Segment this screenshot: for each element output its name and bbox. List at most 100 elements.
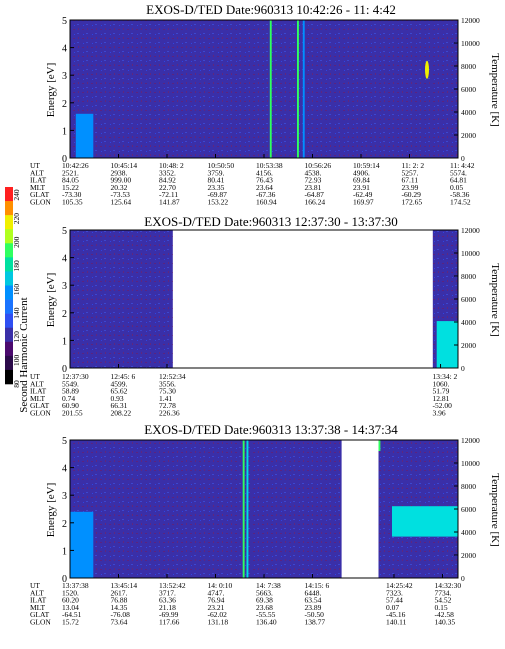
- colorbar-tick-label: 140: [12, 307, 21, 319]
- ephemeris-cell: 14: 0:10: [208, 581, 233, 590]
- ephemeris-cell: 60.20: [62, 596, 79, 605]
- y-tick-label: 5: [62, 16, 67, 27]
- y2-tick-label: 10000: [461, 459, 480, 468]
- ephemeris-cell: 76.43: [256, 176, 273, 185]
- ephemeris-row-label: ALT: [30, 588, 44, 597]
- panel-2-ephemeris-table: UTALTILATMLTGLATGLON12:37:305549.58.890.…: [30, 372, 458, 418]
- ephemeris-cell: 140.35: [435, 618, 456, 627]
- ephemeris-row-label: MLT: [30, 183, 46, 192]
- ephemeris-cell: 117.66: [159, 618, 180, 627]
- ephemeris-cell: 58.89: [62, 387, 79, 396]
- colorbar-band: [5, 285, 13, 300]
- y-tick-label: 2: [62, 309, 67, 320]
- ephemeris-cell: -45.16: [386, 610, 406, 619]
- ephemeris-cell: 0.07: [386, 603, 399, 612]
- heatmap-band: [378, 440, 381, 451]
- y2-tick-label: 4000: [461, 108, 476, 117]
- y-tick-label: 2: [62, 519, 67, 530]
- y-tick-label: 3: [62, 281, 67, 292]
- ephemeris-cell: 13:34: 2: [433, 372, 458, 381]
- ephemeris-cell: 4538.: [305, 168, 322, 177]
- ephemeris-cell: -69.87: [208, 190, 228, 199]
- ephemeris-cell: 10:45:14: [111, 161, 138, 170]
- y2-tick-label: 4000: [461, 318, 476, 327]
- ephemeris-cell: 23.21: [208, 603, 225, 612]
- ephemeris-cell: -55.55: [256, 610, 276, 619]
- colorbar-tick-label: 80: [12, 380, 21, 388]
- y-tick-label: 4: [62, 254, 67, 265]
- heatmap-band: [392, 506, 458, 537]
- colorbar-band: [5, 229, 13, 244]
- y2-tick-label: 0: [461, 364, 465, 373]
- ephemeris-cell: 54.52: [435, 596, 452, 605]
- colorbar-tick-label: 220: [12, 213, 21, 225]
- ephemeris-cell: 169.97: [353, 198, 374, 207]
- ephemeris-cell: 10:53:38: [256, 161, 283, 170]
- ephemeris-cell: 12:52:34: [159, 372, 186, 381]
- ephemeris-row-label: GLON: [30, 409, 51, 418]
- heatmap-band: [246, 440, 249, 578]
- ephemeris-cell: 2521.: [62, 168, 79, 177]
- ephemeris-cell: 201.55: [62, 409, 83, 418]
- ephemeris-cell: 3556.: [159, 379, 176, 388]
- ephemeris-cell: 5549.: [62, 379, 79, 388]
- ephemeris-cell: -69.99: [159, 610, 179, 619]
- ephemeris-cell: -76.08: [111, 610, 131, 619]
- panel-1-heatmap: [70, 20, 458, 158]
- ephemeris-cell: 13:37:38: [62, 581, 89, 590]
- ephemeris-cell: 14: 7:38: [256, 581, 281, 590]
- ephemeris-cell: 20.32: [111, 183, 128, 192]
- ephemeris-cell: 23.91: [353, 183, 370, 192]
- ephemeris-cell: 69.84: [353, 176, 370, 185]
- ephemeris-cell: 0.05: [450, 183, 463, 192]
- heatmap-band: [70, 511, 94, 578]
- ephemeris-cell: 3717.: [159, 588, 176, 597]
- ephemeris-row-label: GLAT: [30, 190, 50, 199]
- ephemeris-cell: 23.64: [256, 183, 273, 192]
- ephemeris-cell: -73.30: [62, 190, 82, 199]
- panel-2-y2label: Temperature [K]: [489, 263, 501, 336]
- colorbar-tick-label: 180: [12, 260, 21, 272]
- y2-tick-label: 10000: [461, 39, 480, 48]
- heatmap-band: [302, 20, 305, 158]
- y-tick-label: 0: [62, 574, 67, 585]
- ephemeris-cell: 11: 2: 2: [402, 161, 425, 170]
- ephemeris-cell: 14:25:42: [386, 581, 413, 590]
- panel-3-heatmap: [70, 440, 458, 578]
- ephemeris-cell: 22.70: [159, 183, 176, 192]
- ephemeris-cell: 64.81: [450, 176, 467, 185]
- colorbar-band: [5, 187, 13, 202]
- ephemeris-cell: -67.36: [256, 190, 276, 199]
- y-tick-label: 3: [62, 71, 67, 82]
- panel-2: EXOS-D/TED Date:960313 12:37:30 - 13:37:…: [30, 214, 501, 418]
- ephemeris-cell: 138.77: [305, 618, 326, 627]
- panel-2-title: EXOS-D/TED Date:960313 12:37:30 - 13:37:…: [144, 214, 397, 229]
- ephemeris-cell: 6448.: [305, 588, 322, 597]
- ephemeris-cell: 13.04: [62, 603, 79, 612]
- ephemeris-cell: 208.22: [111, 409, 132, 418]
- ephemeris-cell: 10:42:26: [62, 161, 89, 170]
- ephemeris-cell: 5663.: [256, 588, 273, 597]
- ephemeris-cell: 999.00: [111, 176, 132, 185]
- heatmap-spot: [425, 60, 429, 79]
- y-tick-label: 4: [62, 464, 67, 475]
- y2-tick-label: 6000: [461, 505, 476, 514]
- colorbar-band: [5, 257, 13, 272]
- panel-1: EXOS-D/TED Date:960313 10:42:26 - 11: 4:…: [30, 2, 501, 207]
- ephemeris-cell: 12.81: [433, 394, 450, 403]
- ephemeris-cell: 10:59:14: [353, 161, 380, 170]
- heatmap-band: [436, 321, 458, 368]
- ephemeris-cell: 72.93: [305, 176, 322, 185]
- ephemeris-cell: 76.88: [111, 596, 128, 605]
- ephemeris-cell: 3.96: [433, 409, 446, 418]
- panel-3: EXOS-D/TED Date:960313 13:37:38 - 14:37:…: [30, 422, 501, 627]
- ephemeris-cell: -52.00: [433, 401, 453, 410]
- panel-1-title: EXOS-D/TED Date:960313 10:42:26 - 11: 4:…: [146, 2, 396, 17]
- y-tick-label: 5: [62, 226, 67, 237]
- heatmap-band: [75, 113, 94, 158]
- ephemeris-cell: 67.11: [402, 176, 419, 185]
- ephemeris-cell: 23.99: [402, 183, 419, 192]
- ephemeris-row-label: GLON: [30, 198, 51, 207]
- colorbar-tick-label: 240: [12, 189, 21, 201]
